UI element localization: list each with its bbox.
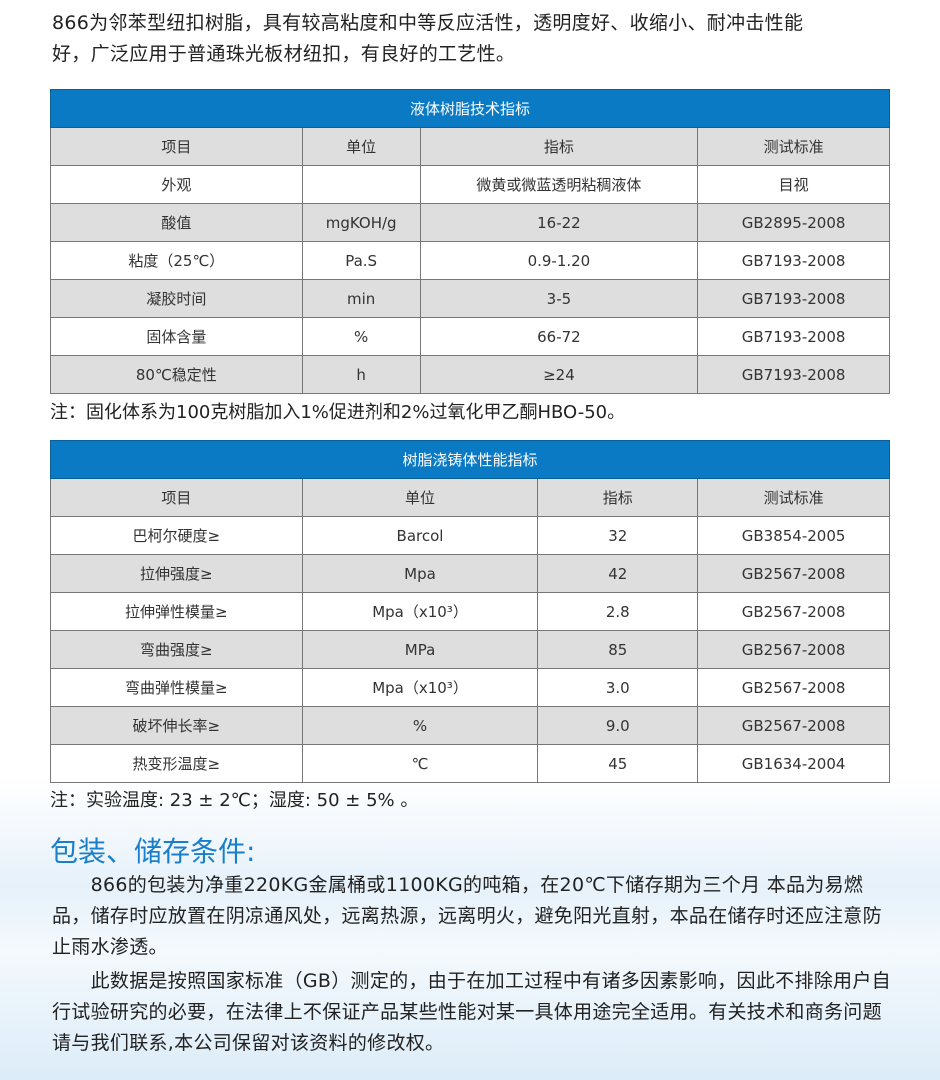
table-cell: 45 <box>537 744 699 783</box>
section-title: 包装、储存条件: <box>50 835 256 868</box>
table-cell: min <box>301 279 421 318</box>
liquid-resin-spec-table: 液体树脂技术指标 项目 单位 指标 测试标准 外观 微黄或微蓝透明粘稠液体 目视 酸值 mgKO… <box>50 89 890 394</box>
table-cell: 单位 <box>301 478 539 517</box>
table-title: 液体树脂技术指标 <box>50 89 890 128</box>
table-cell: Mpa（x10³） <box>301 592 539 631</box>
table-cell: Barcol <box>301 516 539 555</box>
table-row: 巴柯尔硬度≥ Barcol 32 GB3854-2005 <box>50 516 890 555</box>
table-cell: MPa <box>301 630 539 669</box>
table-cell: 弯曲强度≥ <box>50 630 303 669</box>
table-cell: mgKOH/g <box>301 203 421 242</box>
table-cell: GB2567-2008 <box>697 554 890 593</box>
table-row: 80℃稳定性 h ≥24 GB7193-2008 <box>50 355 890 394</box>
table-cell: 42 <box>537 554 699 593</box>
table-row: 外观 微黄或微蓝透明粘稠液体 目视 <box>50 165 890 204</box>
table-cell: GB3854-2005 <box>697 516 890 555</box>
table-cell: 85 <box>537 630 699 669</box>
table-cell: ≥24 <box>419 355 699 394</box>
table-cell: 测试标准 <box>697 127 890 166</box>
table-cell: 测试标准 <box>697 478 890 517</box>
table-cell: GB2895-2008 <box>697 203 890 242</box>
table-cell: GB7193-2008 <box>697 355 890 394</box>
table-row: 破坏伸长率≥% 9.0 GB2567-2008 <box>50 706 890 745</box>
table-cell: 目视 <box>697 165 890 204</box>
table-cell: 32 <box>537 516 699 555</box>
table-header-row: 项目 单位 指标 测试标准 <box>50 478 890 517</box>
table-cell: 拉伸弹性模量≥ <box>50 592 303 631</box>
table-cell: 16-22 <box>419 203 699 242</box>
table-cell: 0.9-1.20 <box>419 241 699 280</box>
table-cell: 巴柯尔硬度≥ <box>50 516 303 555</box>
table-cell: 项目 <box>50 478 303 517</box>
table-cell: GB2567-2008 <box>697 668 890 707</box>
table-row: 酸值 mgKOH/g 16-22 GB2895-2008 <box>50 203 890 242</box>
table-cell: 粘度（25℃） <box>50 241 303 280</box>
table-row: 弯曲弹性模量≥ Mpa（x10³） 3.0 GB2567-2008 <box>50 668 890 707</box>
disclaimer-paragraph: 此数据是按照国家标准（GB）测定的，由于在加工过程中有诸多因素影响，因此不排除用… <box>52 970 891 1054</box>
table-cell: 2.8 <box>537 592 699 631</box>
table-cell: 外观 <box>50 165 303 204</box>
table-cell: Pa.S <box>301 241 421 280</box>
table-cell: ℃ <box>301 744 539 783</box>
table-cell: 3-5 <box>419 279 699 318</box>
cast-resin-property-table: 树脂浇铸体性能指标 项目 单位 指标 测试标准 巴柯尔硬度≥ Barcol 32 GB3854… <box>50 440 890 783</box>
table-cell: 弯曲弹性模量≥ <box>50 668 303 707</box>
table-row: 粘度（25℃） Pa.S 0.9-1.20 GB7193-2008 <box>50 241 890 280</box>
table-cell: GB2567-2008 <box>697 592 890 631</box>
table-cell: 酸值 <box>50 203 303 242</box>
note-test-conditions: 注：实验温度: 23 ± 2℃；湿度: 50 ± 5% 。 <box>50 790 419 811</box>
table-cell: 微黄或微蓝透明粘稠液体 <box>419 165 699 204</box>
table-cell: GB7193-2008 <box>697 279 890 318</box>
table-row: 凝胶时间 min 3-5 GB7193-2008 <box>50 279 890 318</box>
intro-text: 866为邻苯型纽扣树脂，具有较高粘度和中等反应活性，透明度好、收缩小、耐冲击性能… <box>52 12 804 65</box>
table-cell: 热变形温度≥ <box>50 744 303 783</box>
table-row: 拉伸弹性模量≥ Mpa（x10³） 2.8 GB2567-2008 <box>50 592 890 631</box>
table-cell: 破坏伸长率≥ <box>50 706 303 745</box>
table-cell: % <box>301 317 421 356</box>
table-title: 树脂浇铸体性能指标 <box>50 440 890 479</box>
table-cell: 66-72 <box>419 317 699 356</box>
table-row: 弯曲强度≥ MPa 85 GB2567-2008 <box>50 630 890 669</box>
table-row: 拉伸强度≥ Mpa 42 GB2567-2008 <box>50 554 890 593</box>
table-cell: 拉伸强度≥ <box>50 554 303 593</box>
table-cell: % <box>301 706 539 745</box>
table-cell: h <box>301 355 421 394</box>
table-cell: 指标 <box>537 478 699 517</box>
table-cell: Mpa（x10³） <box>301 668 539 707</box>
table-cell: 指标 <box>419 127 699 166</box>
table-cell: 固体含量 <box>50 317 303 356</box>
table-cell: 凝胶时间 <box>50 279 303 318</box>
packaging-paragraph: 866的包装为净重220KG金属桶或1100KG的吨箱，在20℃下储存期为三个月… <box>52 874 882 958</box>
note-curing: 注：固化体系为100克树脂加入1%促进剂和2%过氧化甲乙酮HBO-50。 <box>50 402 626 423</box>
table-cell: 80℃稳定性 <box>50 355 303 394</box>
table-row: 固体含量% 66-72 GB7193-2008 <box>50 317 890 356</box>
table-cell: 9.0 <box>537 706 699 745</box>
table-cell: 3.0 <box>537 668 699 707</box>
table-cell: GB7193-2008 <box>697 241 890 280</box>
table-cell: 项目 <box>50 127 303 166</box>
table-cell: GB7193-2008 <box>697 317 890 356</box>
table-cell <box>301 165 421 204</box>
table-cell: GB2567-2008 <box>697 630 890 669</box>
table-header-row: 项目 单位 指标 测试标准 <box>50 127 890 166</box>
table-row: 热变形温度≥ ℃ 45 GB1634-2004 <box>50 744 890 783</box>
table-cell: Mpa <box>301 554 539 593</box>
table-cell: GB1634-2004 <box>697 744 890 783</box>
table-cell: GB2567-2008 <box>697 706 890 745</box>
table-cell: 单位 <box>301 127 421 166</box>
